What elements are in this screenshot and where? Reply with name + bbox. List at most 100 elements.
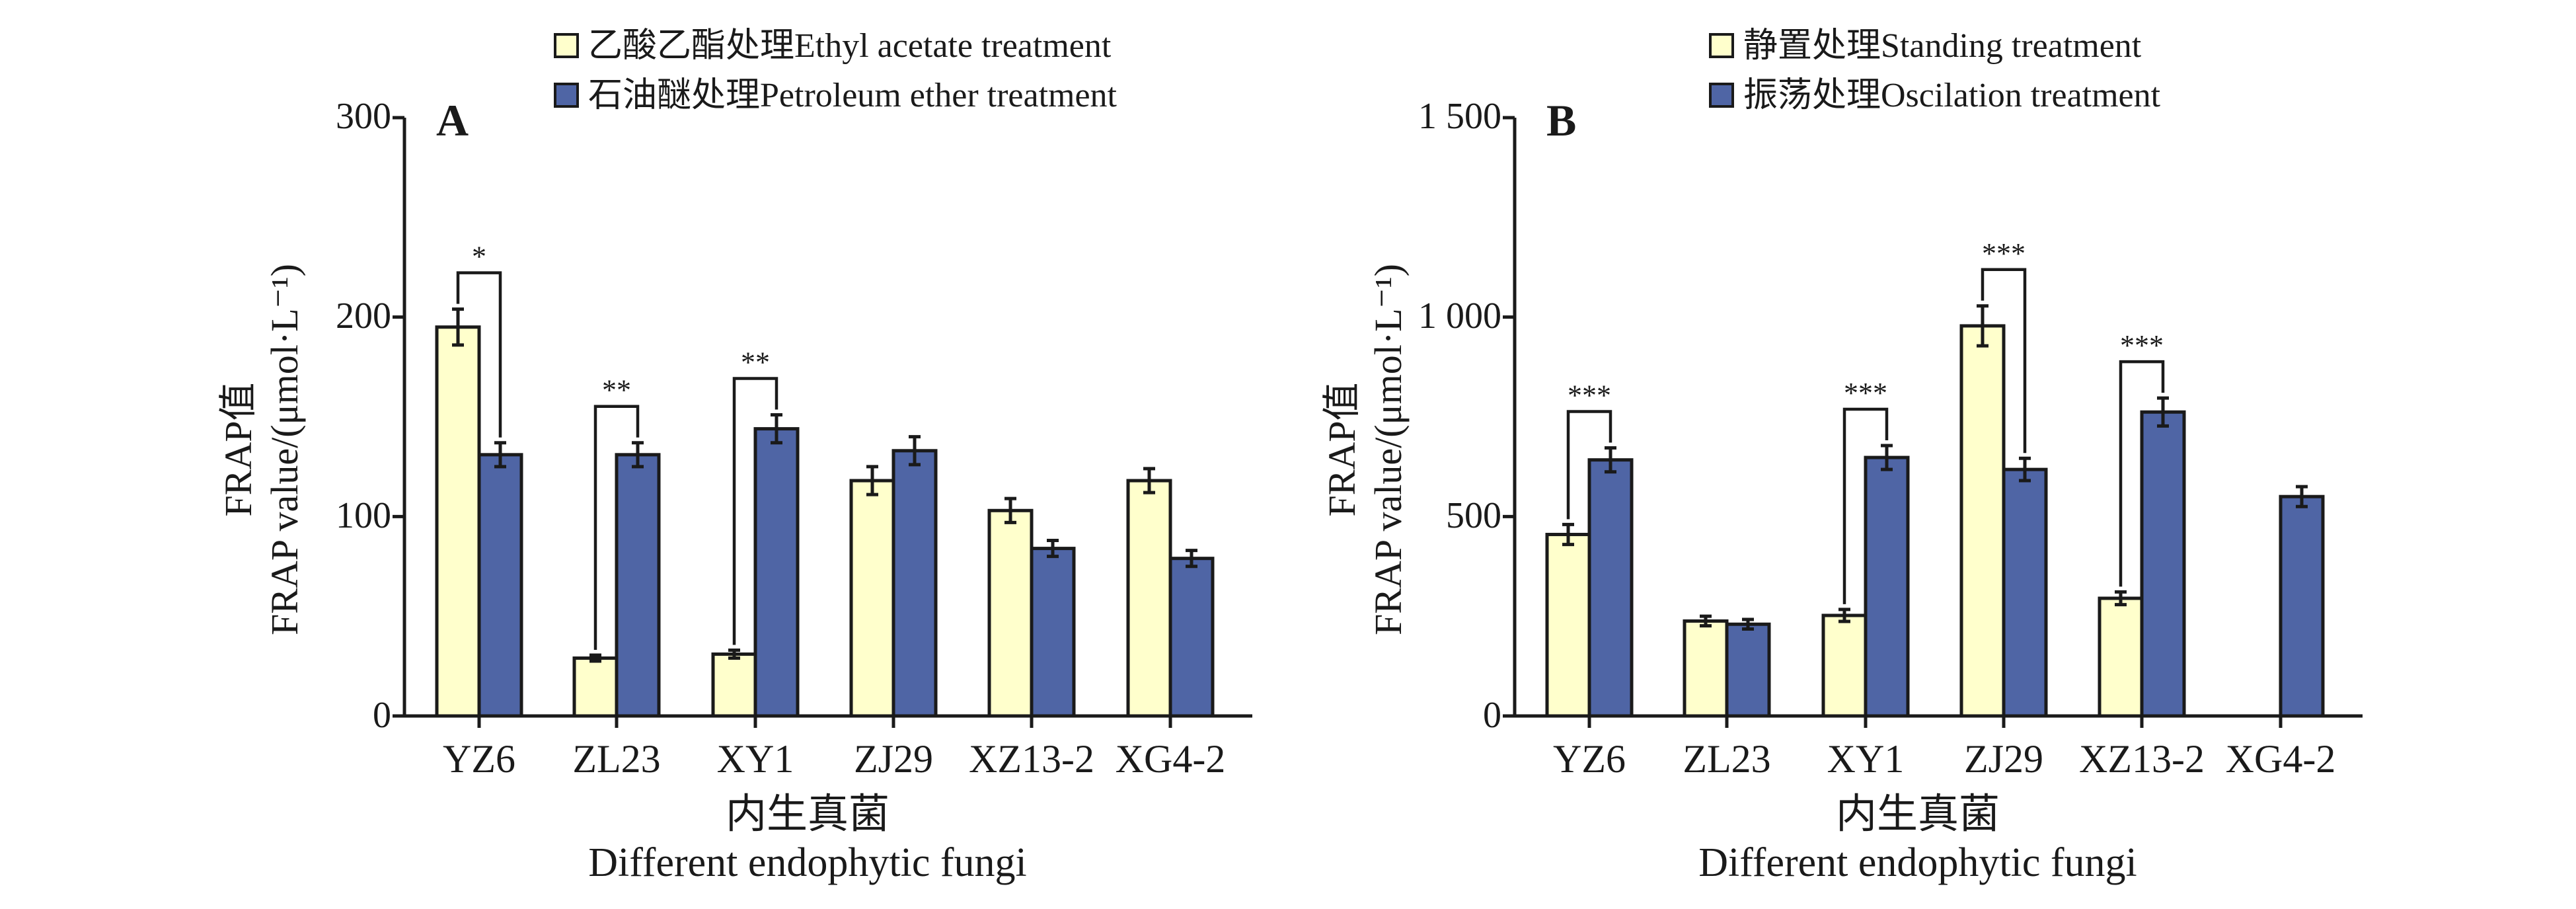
panel-a-significance-label: **	[741, 346, 770, 378]
panel-b-bar	[1864, 455, 1910, 718]
panel-b-error-bar	[1838, 608, 1850, 623]
legend-label-oscilation: 振荡处理Oscilation treatment	[1743, 77, 2161, 114]
panel-b-ytick-label: 1 500	[1418, 96, 1501, 137]
panel-b-ytick-label: 500	[1446, 495, 1501, 536]
panel-a-error-bar	[909, 435, 921, 467]
panel-b-bar	[2002, 467, 2048, 718]
panel-b: B 静置处理Standing treatment 振荡处理Oscilation …	[1320, 27, 2161, 885]
panel-b-bar	[2279, 494, 2325, 718]
panel-a-significance-label: **	[602, 374, 631, 407]
panel-b-bar	[1821, 613, 1868, 718]
panel-b-category-label: YZ6	[1553, 737, 1626, 781]
panel-a-bar	[435, 325, 481, 718]
panel-a-ytick-label: 100	[336, 495, 391, 536]
panel-b-ytick-label: 0	[1483, 695, 1501, 736]
panel-b-category-label: XZ13-2	[2079, 737, 2205, 781]
panel-b-plot-area: YZ6 ZL23 XY1 ZJ29 XZ13-2 XG4-2 *** *** *** ***	[1503, 116, 2363, 781]
panel-b-bar	[1959, 324, 2006, 718]
panel-a-ylabel-cn: FRAP值	[217, 382, 260, 516]
panel-b-category-label: ZL23	[1683, 737, 1770, 781]
panel-b-significance-label: ***	[1568, 379, 1611, 412]
panel-b-xlabel-cn: 内生真菌	[1836, 792, 2000, 837]
panel-a-bar	[1168, 557, 1215, 718]
panel-a-error-bar	[494, 441, 506, 469]
panel-b-error-bar	[1562, 522, 1574, 547]
panel-b-error-bar	[2115, 590, 2127, 607]
panel-a-bar	[987, 508, 1034, 718]
panel-a-ylabel-en: FRAP value/(μmol·L⁻¹)	[263, 264, 306, 635]
legend-swatch-standing	[1709, 33, 1734, 58]
panel-a-bar	[753, 427, 800, 718]
legend-swatch-ethyl-acetate	[554, 33, 579, 58]
panel-a-bar	[572, 656, 619, 718]
panel-a-category-label: ZL23	[572, 737, 660, 781]
panel-a-error-bar	[452, 307, 464, 347]
panel-b-significance-bracket	[2119, 360, 2165, 587]
panel-b-category-label: ZJ29	[1964, 737, 2043, 781]
panel-b-ylabel-cn: FRAP值	[1320, 382, 1363, 516]
panel-a-bar	[1030, 547, 1076, 718]
panel-a-error-bar	[632, 441, 644, 469]
panel-a-bar	[477, 453, 523, 718]
panel-b-bar	[1587, 458, 1634, 718]
panel-b-error-bar	[2296, 485, 2308, 508]
panel-b-significance-bracket	[1842, 407, 1889, 604]
panel-b-significance-label: ***	[1982, 237, 2026, 270]
panel-a-category-label: XG4-2	[1116, 737, 1226, 781]
panel-a-significance-label: *	[472, 241, 486, 273]
panel-b-xlabel-en: Different endophytic fungi	[1698, 840, 2137, 885]
panel-b-bar	[1683, 619, 1729, 718]
panel-b-significance-bracket	[1981, 268, 2027, 454]
panel-b-bar	[1725, 622, 1771, 718]
panel-b-label: B	[1546, 95, 1576, 145]
panel-a-label: A	[436, 95, 469, 145]
panel-a-bar	[1126, 479, 1172, 718]
panel-a-plot-area: YZ6 ZL23 XY1 ZJ29 XZ13-2 XG4-2*****	[393, 116, 1252, 781]
panel-a-error-bar	[866, 465, 878, 496]
panel-b-significance-bracket	[1566, 410, 1612, 520]
panel-a-xlabel-cn: 内生真菌	[726, 792, 890, 837]
panel-b-significance-label: ***	[1844, 377, 1887, 409]
panel-a-xlabel-en: Different endophytic fungi	[588, 840, 1026, 885]
panel-a-ytick-label: 300	[336, 96, 391, 137]
panel-b-bar	[2098, 596, 2144, 718]
panel-b-significance-label: ***	[2120, 329, 2164, 362]
panel-a-category-label: XZ13-2	[969, 737, 1094, 781]
panel-a-ytick-label: 0	[373, 695, 391, 736]
panel-a-ytick-label: 200	[336, 296, 391, 336]
panel-a-category-label: XY1	[717, 737, 794, 781]
panel-a-category-label: YZ6	[443, 737, 515, 781]
panel-b-legend: 静置处理Standing treatment 振荡处理Oscilation tr…	[1709, 27, 2161, 114]
panel-a-error-bar	[728, 648, 740, 660]
legend-swatch-petroleum-ether	[554, 83, 579, 108]
panel-b-ylabel-en: FRAP value/(μmol·L⁻¹)	[1367, 264, 1410, 635]
panel-b-error-bar	[2019, 456, 2031, 483]
legend-swatch-oscilation	[1709, 83, 1734, 108]
panel-b-error-bar	[1977, 304, 1989, 348]
panel-a-error-bar	[1143, 467, 1155, 494]
panel-b-category-label: XY1	[1827, 737, 1905, 781]
panel-a-bar	[711, 652, 757, 718]
panel-a-bar	[615, 453, 661, 718]
panel-b-error-bar	[1700, 614, 1712, 628]
panel-a: A 乙酸乙酯处理Ethyl acetate treatment 石油醚处理Pet…	[217, 27, 1118, 885]
legend-label-ethyl-acetate: 乙酸乙酯处理Ethyl acetate treatment	[588, 27, 1112, 65]
panel-a-error-bar	[1047, 539, 1059, 559]
panel-a-bar	[849, 479, 895, 718]
panel-a-bar	[891, 449, 938, 718]
panel-b-error-bar	[2157, 396, 2169, 428]
panel-a-significance-bracket	[732, 377, 778, 645]
legend-label-petroleum-ether: 石油醚处理Petroleum ether treatment	[588, 77, 1118, 114]
panel-a-error-bar	[1186, 549, 1197, 569]
panel-b-bar	[1545, 532, 1591, 718]
panel-b-category-label: XG4-2	[2226, 737, 2336, 781]
legend-label-standing: 静置处理Standing treatment	[1743, 27, 2142, 65]
panel-b-bar	[2140, 410, 2186, 718]
panel-a-error-bar	[771, 413, 782, 445]
panel-a-error-bar	[589, 653, 601, 663]
panel-a-category-label: ZJ29	[854, 737, 933, 781]
panel-a-error-bar	[1004, 496, 1016, 524]
panel-a-significance-bracket	[456, 271, 502, 438]
